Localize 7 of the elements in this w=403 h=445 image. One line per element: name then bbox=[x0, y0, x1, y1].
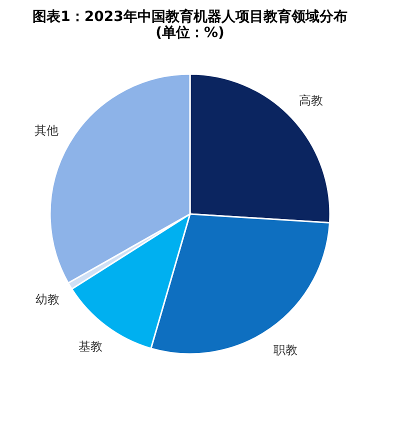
slice-label: 其他 bbox=[34, 123, 59, 138]
text: 图表1：2023年中国教育机器人项目教育领域分布 bbox=[32, 9, 348, 25]
slice-label: 幼教 bbox=[36, 292, 60, 306]
slice-label: 高教 bbox=[299, 93, 324, 108]
slice-label: 职教 bbox=[273, 342, 298, 357]
text: (单位：%) bbox=[156, 25, 224, 41]
slice-label: 基教 bbox=[78, 340, 102, 354]
